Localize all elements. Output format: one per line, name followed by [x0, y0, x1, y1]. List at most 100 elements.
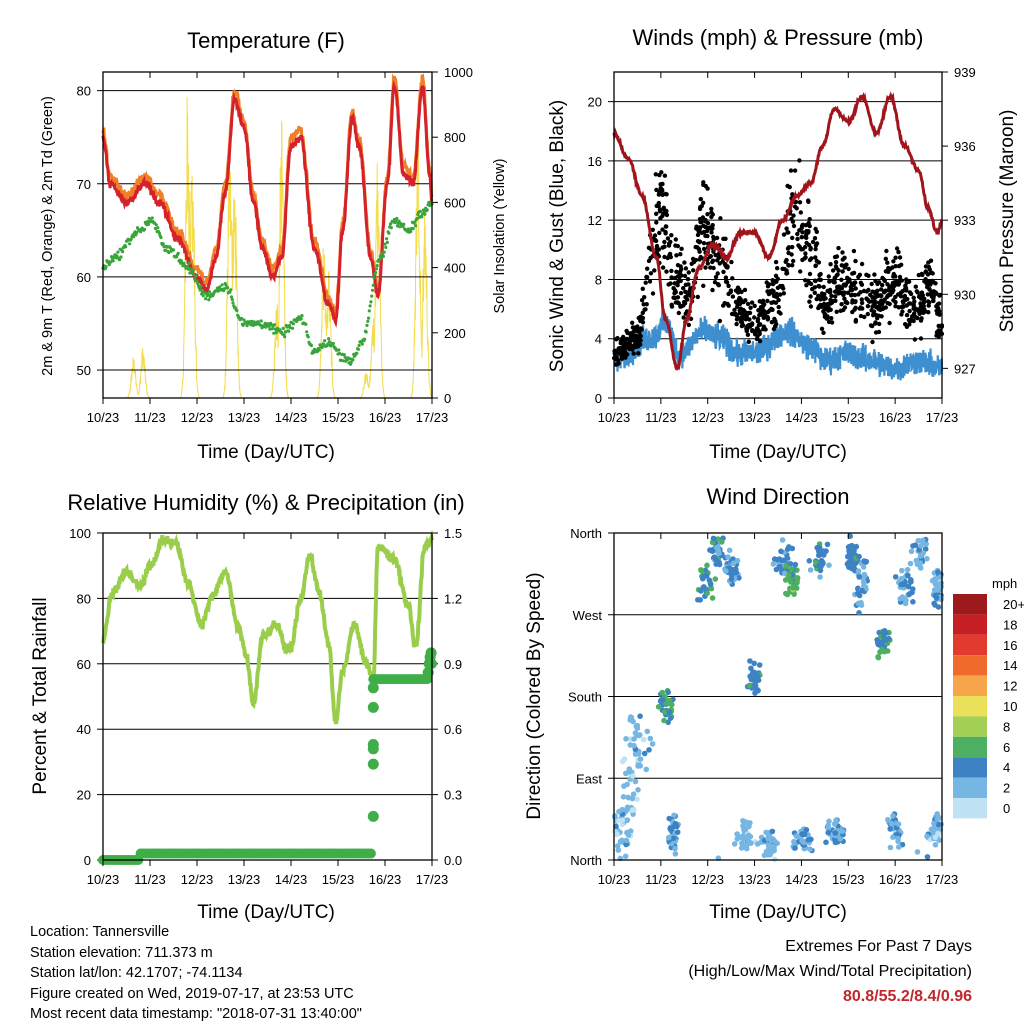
- direction-point: [624, 817, 631, 823]
- gust-point: [891, 274, 896, 279]
- gust-point: [709, 230, 714, 235]
- direction-point: [856, 553, 862, 560]
- direction-point: [881, 631, 887, 638]
- gust-point: [887, 301, 892, 307]
- gust-point: [682, 260, 687, 265]
- gust-point: [935, 302, 940, 307]
- direction-point: [739, 840, 745, 846]
- winds-left-ytick-label: 20: [588, 95, 602, 110]
- direction-point: [856, 574, 862, 580]
- direction-point: [816, 562, 823, 569]
- gust-point: [876, 280, 882, 285]
- gust-point: [833, 294, 838, 299]
- gust-point: [776, 304, 781, 310]
- gust-point: [795, 236, 800, 242]
- gust-point: [682, 301, 688, 306]
- gust-point: [805, 278, 811, 283]
- gust-point: [915, 315, 920, 321]
- gust-point: [747, 324, 753, 329]
- direction-point: [914, 849, 921, 855]
- gust-point: [726, 283, 731, 289]
- dir-xtick-label: 12/23: [691, 872, 724, 887]
- dewpoint-point: [349, 360, 353, 364]
- gust-point: [674, 253, 679, 258]
- gust-point: [882, 288, 888, 294]
- gust-point: [686, 322, 691, 328]
- direction-point: [888, 820, 895, 827]
- gust-point: [840, 250, 845, 255]
- dewpoint-point: [165, 245, 169, 249]
- dewpoint-point: [414, 224, 418, 228]
- gust-point: [660, 265, 666, 270]
- gust-point: [708, 265, 713, 270]
- gust-point: [665, 236, 671, 241]
- gust-point: [650, 227, 655, 232]
- gust-point: [664, 224, 669, 229]
- gust-point: [808, 294, 813, 299]
- direction-point: [704, 562, 710, 569]
- gust-point: [701, 182, 706, 187]
- gust-point: [673, 295, 678, 301]
- dir-xtick-label: 14/23: [785, 872, 818, 887]
- direction-point: [739, 833, 746, 840]
- dewpoint-point: [411, 227, 415, 231]
- direction-point: [904, 566, 911, 573]
- legend-swatch: [953, 716, 987, 737]
- temp-left-ytick-label: 70: [77, 177, 91, 192]
- gust-point: [695, 232, 701, 238]
- direction-point: [910, 599, 916, 605]
- gust-point: [807, 271, 813, 277]
- dewpoint-point: [368, 304, 372, 308]
- gust-point: [765, 309, 771, 315]
- dewpoint-point: [229, 288, 233, 292]
- gust-point: [678, 264, 683, 269]
- temp-xtick-label: 13/23: [228, 410, 261, 425]
- gust-point: [701, 246, 707, 252]
- dewpoint-point: [323, 339, 327, 343]
- gust-point: [871, 300, 877, 305]
- dewpoint-point: [287, 329, 291, 333]
- gust-point: [697, 257, 702, 262]
- gust-point: [694, 224, 699, 229]
- gust-point: [862, 314, 867, 320]
- gust-point: [773, 259, 779, 265]
- dewpoint-point: [109, 260, 113, 264]
- gust-point: [746, 339, 751, 344]
- temp-right-ytick-label: 1000: [444, 65, 473, 80]
- gust-point: [923, 269, 929, 274]
- gust-point: [660, 192, 665, 197]
- temp-right-ytick-label: 800: [444, 130, 466, 145]
- direction-point: [661, 717, 667, 724]
- direction-point: [752, 670, 758, 677]
- gust-point: [791, 223, 797, 229]
- gust-point: [902, 293, 908, 299]
- direction-point: [934, 811, 940, 817]
- gust-point: [737, 308, 742, 313]
- gust-point: [634, 338, 639, 343]
- dewpoint-point: [306, 335, 310, 339]
- gust-point: [808, 245, 813, 251]
- gust-point: [664, 212, 670, 218]
- gust-point: [871, 312, 876, 317]
- dewpoint-point: [191, 269, 195, 273]
- direction-point: [636, 732, 642, 739]
- dewpoint-point: [364, 330, 368, 334]
- gust-point: [873, 278, 878, 284]
- gust-point: [845, 290, 851, 295]
- temp-2m-line: [101, 79, 433, 328]
- dewpoint-point: [374, 271, 378, 275]
- gust-point: [669, 275, 674, 280]
- gust-point: [663, 231, 668, 236]
- direction-point: [765, 842, 772, 849]
- direction-point: [885, 816, 891, 823]
- gust-point: [752, 315, 757, 320]
- gust-point: [639, 316, 644, 322]
- gust-point: [713, 274, 719, 280]
- direction-point: [646, 747, 652, 753]
- gust-point: [734, 317, 740, 322]
- gust-point: [645, 266, 650, 271]
- gust-point: [904, 303, 909, 308]
- gust-point: [899, 304, 904, 310]
- direction-point: [794, 834, 801, 840]
- gust-point: [676, 310, 681, 316]
